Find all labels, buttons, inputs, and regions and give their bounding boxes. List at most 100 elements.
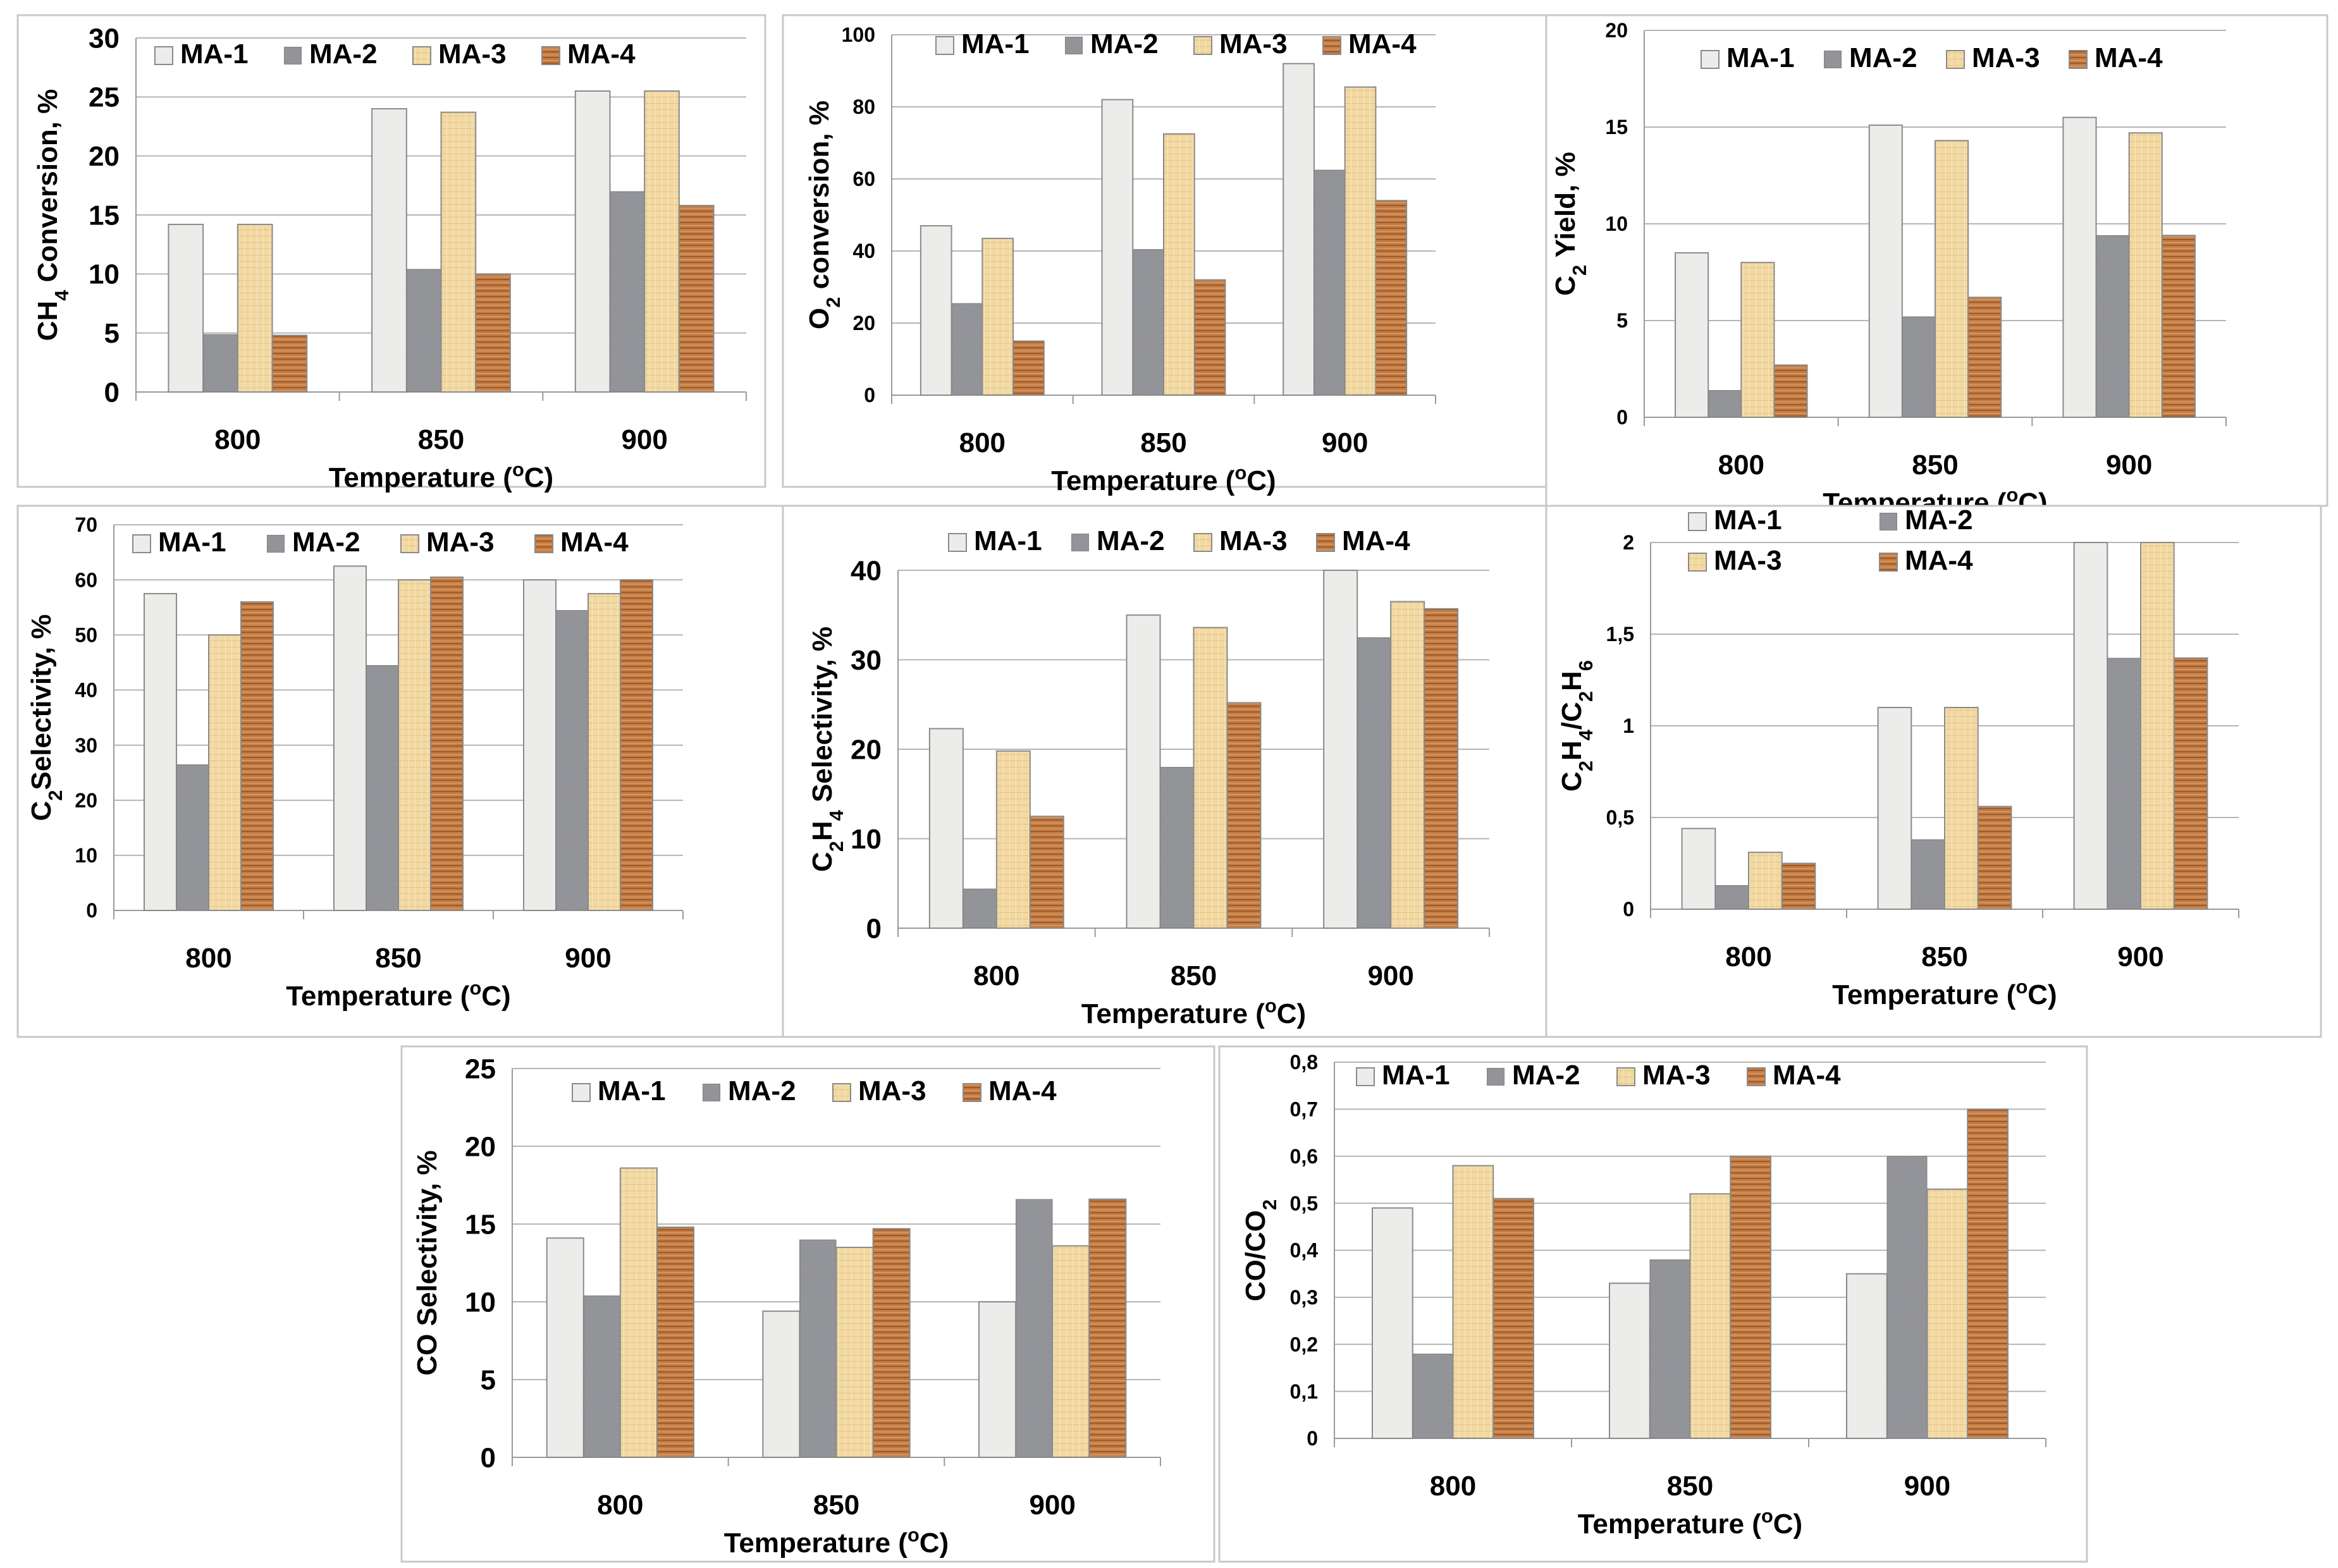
ch4-conversion-bar-ma-3-800 <box>237 223 273 393</box>
ch4-conversion-bar-ma-2-900 <box>609 190 646 393</box>
c2-yield-legend-label-ma-1: MA-1 <box>1726 42 1795 73</box>
co-selectivity-bar-ma-4-850 <box>872 1228 911 1458</box>
co-co2-ratio-bar-ma-4-800 <box>1492 1197 1534 1439</box>
c2-selectivity-xtick-label: 900 <box>565 943 611 974</box>
co-selectivity-bar-ma-1-800 <box>546 1237 584 1458</box>
c2h4-c2h6-ratio-ytick-label: 0 <box>1623 898 1634 921</box>
c2-selectivity-ytick-label: 70 <box>75 513 97 536</box>
o2-conversion-bar-ma-2-850 <box>1132 248 1165 396</box>
c2h4-selectivity-bar-ma-3-800 <box>995 750 1031 929</box>
c2-selectivity-y-axis-title: C2Selectivity, % <box>26 615 66 821</box>
ch4-conversion-legend: MA-1 MA-2 MA-3 MA-4 <box>154 39 636 70</box>
co-co2-ratio-legend-swatch-ma-1 <box>1356 1067 1375 1086</box>
co-co2-ratio-ytick-label: 0,6 <box>1290 1145 1318 1168</box>
c2h4-c2h6-ratio-ytick-label: 1 <box>1623 714 1634 737</box>
c2h4-selectivity-legend-label-ma-3: MA-3 <box>1219 525 1288 556</box>
c2-yield-bar-ma-3-850 <box>1935 140 1969 418</box>
c2-yield-bar-ma-1-800 <box>1675 252 1709 418</box>
co-co2-ratio-bar-ma-3-850 <box>1689 1193 1732 1439</box>
c2-selectivity-ytick-label: 40 <box>75 679 97 702</box>
co-selectivity-bar-ma-4-900 <box>1088 1198 1127 1458</box>
c2-yield-bar-ma-4-850 <box>1967 297 2002 418</box>
co-selectivity-bar-ma-2-900 <box>1015 1198 1054 1458</box>
co-selectivity-legend-label-ma-2: MA-2 <box>728 1075 796 1106</box>
c2h4-selectivity-legend-swatch-ma-4 <box>1316 533 1335 552</box>
ch4-conversion-bar-ma-4-800 <box>271 334 308 393</box>
c2-yield-bar-ma-4-900 <box>2161 235 2196 418</box>
co-selectivity-xtick-label: 850 <box>813 1490 859 1521</box>
c2-yield-bar-ma-2-900 <box>2095 235 2130 418</box>
c2-yield-legend-swatch-ma-3 <box>1946 50 1965 69</box>
c2-selectivity-legend-swatch-ma-2 <box>266 534 285 553</box>
c2h4-selectivity-xtick-label: 800 <box>973 960 1019 991</box>
c2-selectivity-ytick-label: 20 <box>75 789 97 812</box>
c2-selectivity-legend-swatch-ma-3 <box>400 534 419 553</box>
c2-selectivity-ytick-label: 50 <box>75 623 97 646</box>
c2-yield-xtick-label: 900 <box>2106 450 2152 481</box>
c2h4-c2h6-ratio-legend-swatch-ma-2 <box>1879 512 1898 531</box>
c2-selectivity-ytick-label: 60 <box>75 568 97 591</box>
o2-conversion-bar-ma-4-900 <box>1375 200 1408 396</box>
c2h4-c2h6-ratio-legend-label-ma-4: MA-4 <box>1905 545 1973 576</box>
co-co2-ratio-bar-ma-1-900 <box>1846 1273 1888 1439</box>
co-selectivity-bar-ma-4-800 <box>656 1226 694 1459</box>
ch4-conversion-ytick-label: 15 <box>89 200 120 231</box>
o2-conversion-bar-ma-1-800 <box>920 225 952 396</box>
o2-conversion-legend-swatch-ma-1 <box>935 36 954 55</box>
o2-conversion-bar-ma-3-900 <box>1344 86 1377 396</box>
ch4-conversion-bar-ma-2-800 <box>202 333 238 393</box>
c2h4-c2h6-ratio-legend-label-ma-3: MA-3 <box>1714 545 1782 576</box>
co-co2-ratio-bar-ma-2-900 <box>1886 1155 1928 1439</box>
o2-conversion-bar-ma-4-850 <box>1193 279 1226 396</box>
c2-selectivity-legend-swatch-ma-1 <box>132 534 151 553</box>
c2-yield-y-axis-title: C2 Yield, % <box>1550 152 1590 295</box>
ch4-conversion-ytick-label: 10 <box>89 259 120 290</box>
o2-conversion-legend-label-ma-1: MA-1 <box>961 28 1030 59</box>
co-selectivity-legend: MA-1 MA-2 MA-3 MA-4 <box>572 1075 1057 1106</box>
co-selectivity-ytick-label: 25 <box>465 1053 496 1084</box>
c2-selectivity-ytick-label: 30 <box>75 734 97 757</box>
c2h4-c2h6-ratio-xtick-label: 850 <box>1921 941 1967 972</box>
ch4-conversion-legend-swatch-ma-3 <box>412 46 431 65</box>
c2-selectivity-legend-label-ma-1: MA-1 <box>158 527 226 558</box>
c2h4-c2h6-ratio-y-axis-title: C2H4/C2H6 <box>1556 660 1597 792</box>
c2-yield-legend-label-ma-2: MA-2 <box>1849 42 1917 73</box>
co-co2-ratio-ytick-label: 0,8 <box>1290 1051 1318 1074</box>
co-co2-ratio-xtick-label: 800 <box>1430 1471 1476 1502</box>
c2-yield-bar-ma-3-800 <box>1740 262 1775 419</box>
c2-selectivity-bar-ma-3-900 <box>588 592 621 912</box>
ch4-conversion-legend-label-ma-2: MA-2 <box>309 39 378 70</box>
c2h4-selectivity-x-axis-title: Temperature (oC) <box>1081 995 1306 1030</box>
co-co2-ratio-bar-ma-2-850 <box>1649 1259 1691 1439</box>
o2-conversion-ytick-label: 40 <box>852 240 875 262</box>
ch4-conversion-ytick-label: 5 <box>104 318 120 349</box>
co-co2-ratio-legend-swatch-ma-2 <box>1486 1067 1505 1086</box>
o2-conversion-ytick-label: 100 <box>842 23 875 46</box>
ch4-conversion-chart: 0 5 10 15 20 25 30 800 850 900 Temperature (oC) CH4… <box>16 14 766 493</box>
c2h4-c2h6-ratio-x-axis-title: Temperature (oC) <box>1832 976 2057 1011</box>
co-co2-ratio-ytick-label: 0 <box>1307 1427 1318 1450</box>
c2h4-c2h6-ratio-bar-ma-4-850 <box>1977 805 2012 910</box>
c2h4-selectivity-bar-ma-2-850 <box>1159 766 1195 929</box>
ch4-conversion-legend-label-ma-4: MA-4 <box>567 39 636 70</box>
c2-selectivity-xtick-label: 800 <box>185 943 231 974</box>
c2h4-c2h6-ratio-xtick-label: 800 <box>1725 941 1771 972</box>
o2-conversion-bar-ma-3-850 <box>1163 133 1195 396</box>
co-selectivity-bar-ma-1-850 <box>762 1310 801 1459</box>
c2h4-selectivity-ytick-label: 10 <box>851 824 882 855</box>
c2-yield-legend-label-ma-3: MA-3 <box>1972 42 2040 73</box>
ch4-conversion-legend-swatch-ma-2 <box>283 46 302 65</box>
c2h4-c2h6-ratio-legend: MA-1 MA-2 MA-3 MA-4 <box>1688 505 1973 576</box>
ch4-conversion-xtick-label: 800 <box>214 424 261 455</box>
co-selectivity-chart: 0 5 10 15 20 25 800 850 900 Temperature (oC) CO Se… <box>400 1045 1215 1563</box>
c2h4-c2h6-ratio-ytick-label: 1,5 <box>1606 623 1634 646</box>
co-co2-ratio-legend-label-ma-1: MA-1 <box>1382 1060 1450 1091</box>
c2h4-selectivity-legend: MA-1 MA-2 MA-3 MA-4 <box>948 525 1410 556</box>
c2h4-c2h6-ratio-ytick-label: 2 <box>1623 531 1634 554</box>
co-selectivity-legend-swatch-ma-1 <box>572 1083 591 1102</box>
ch4-conversion-bar-ma-4-900 <box>678 205 715 393</box>
co-co2-ratio-bar-ma-1-800 <box>1372 1207 1413 1439</box>
o2-conversion-ytick-label: 20 <box>852 312 875 334</box>
co-co2-ratio-legend-label-ma-2: MA-2 <box>1512 1060 1580 1091</box>
c2-yield-bar-ma-2-850 <box>1901 315 1936 418</box>
